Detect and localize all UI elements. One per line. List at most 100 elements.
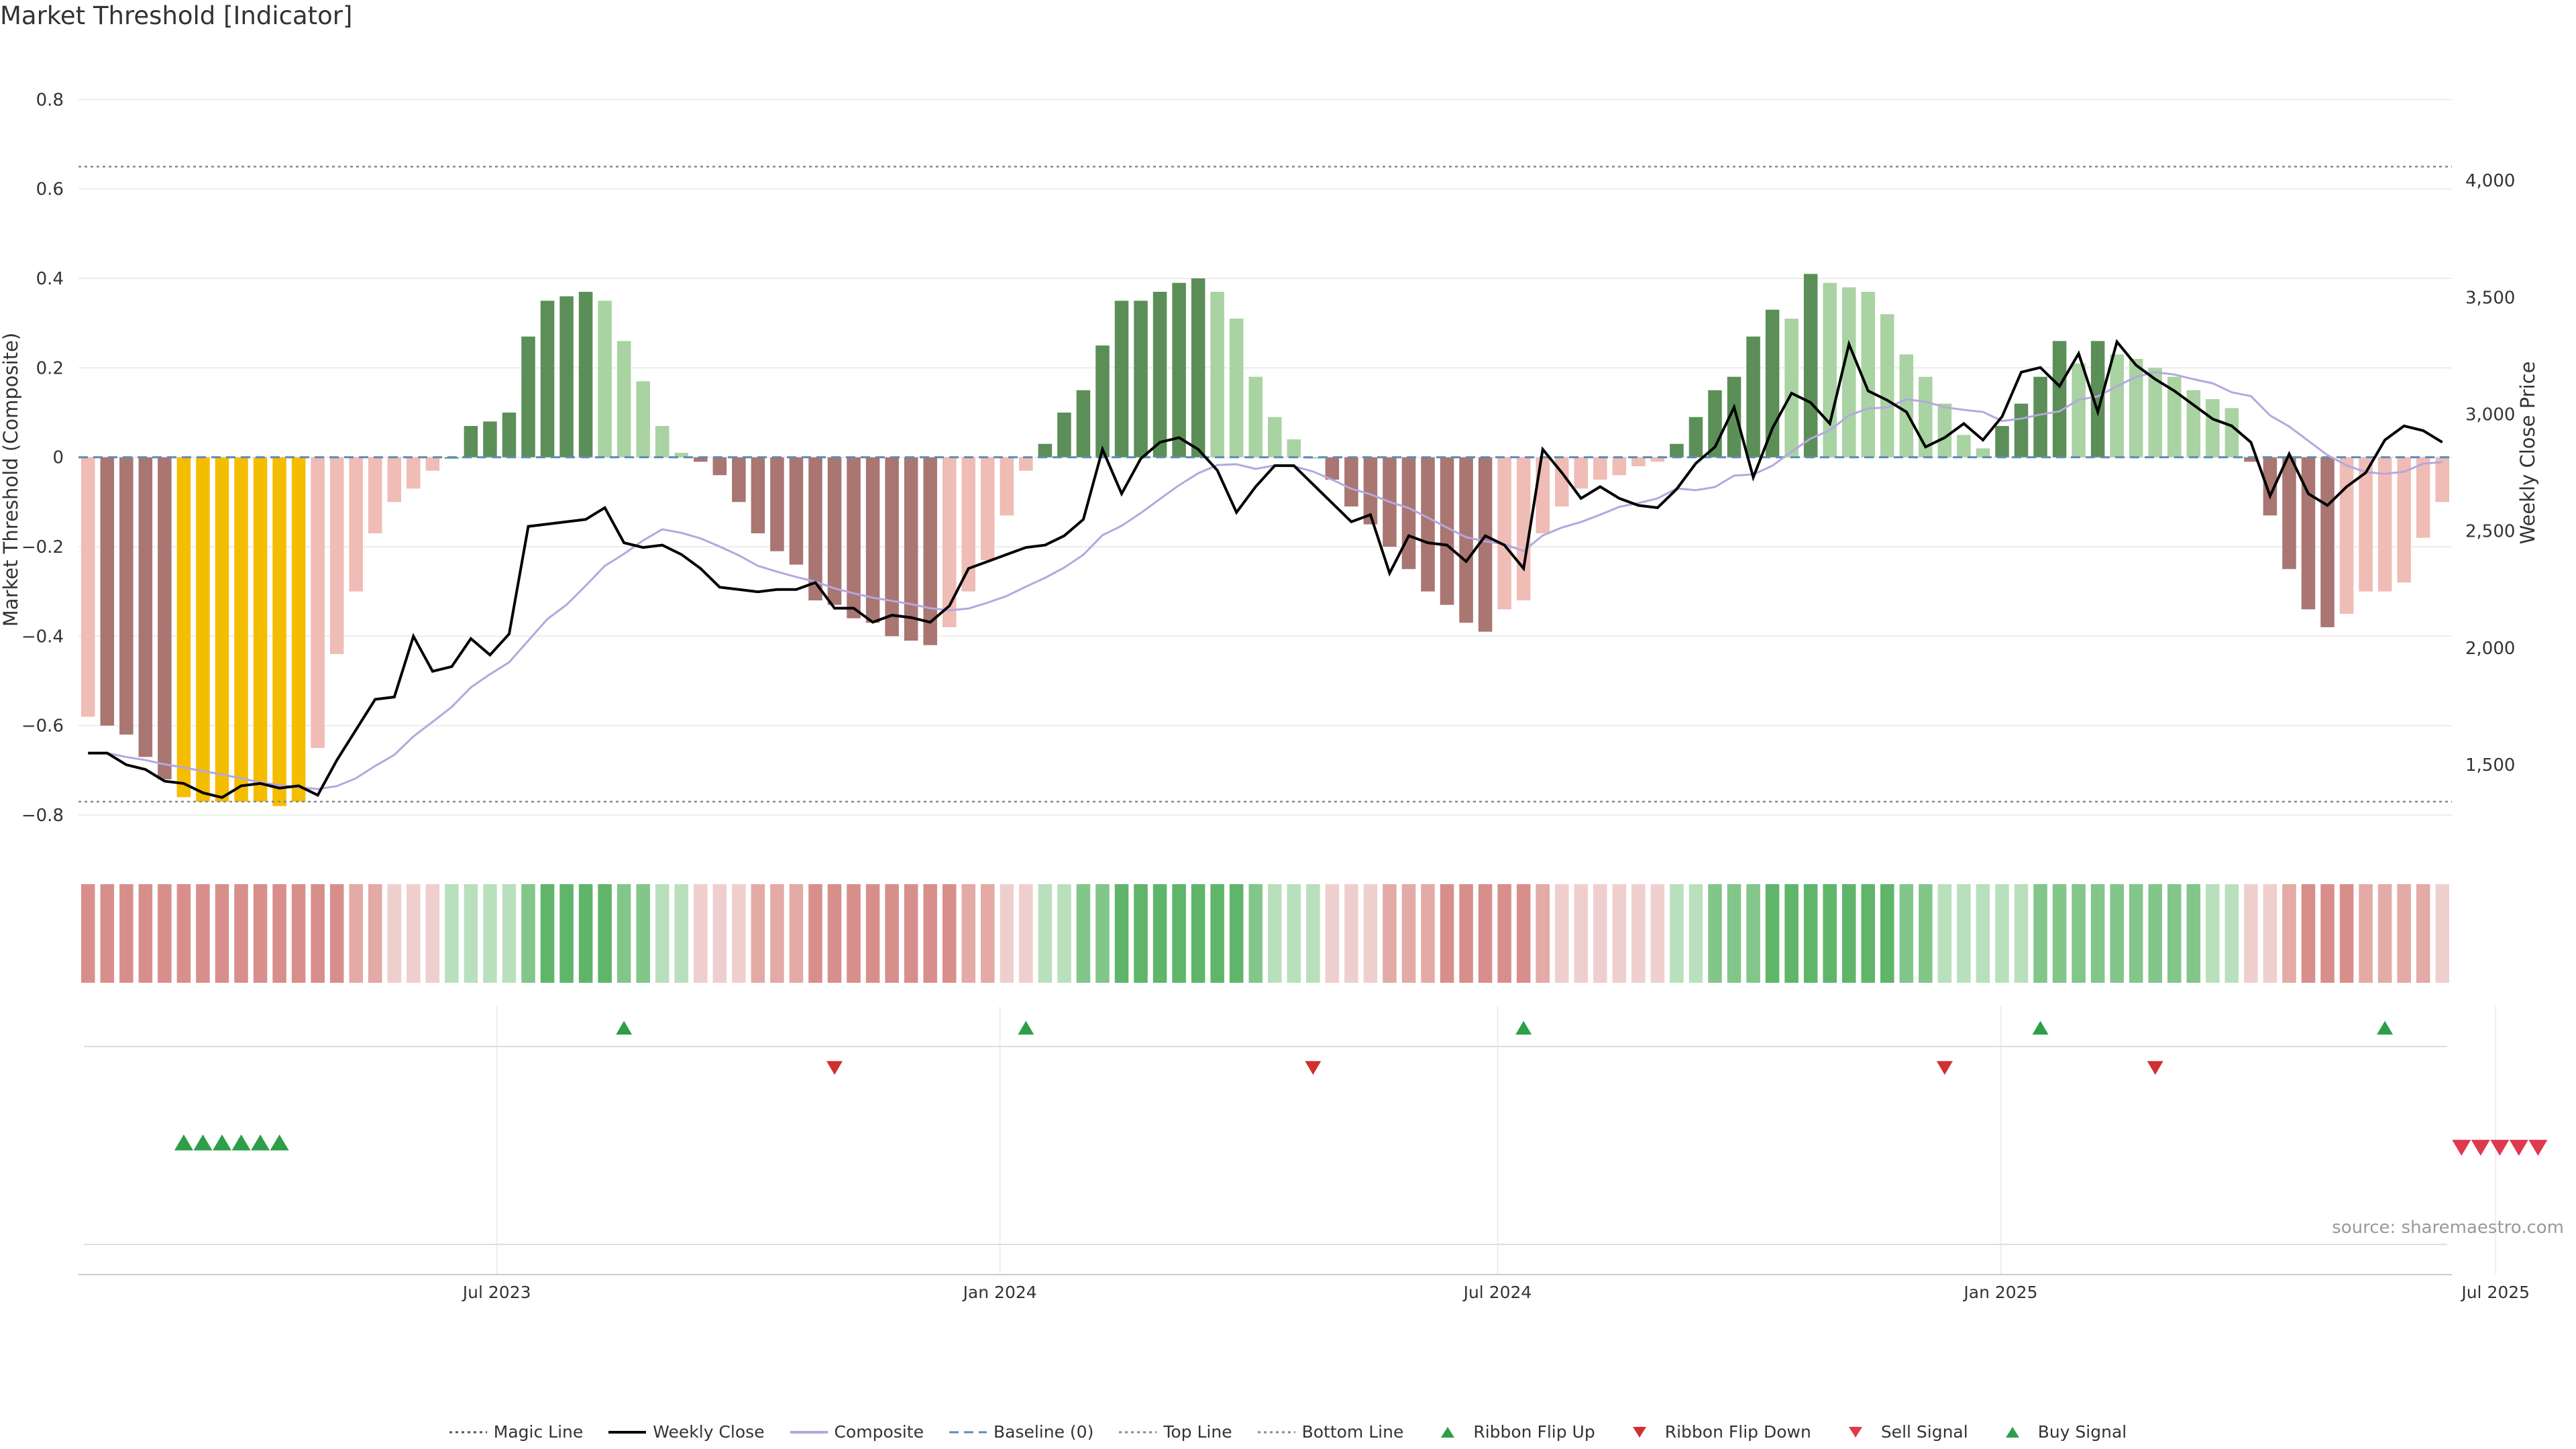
composite-bar bbox=[2301, 457, 2316, 610]
ribbon-cell bbox=[1708, 884, 1722, 983]
composite-bar bbox=[2072, 363, 2086, 458]
ribbon-flip-down-marker bbox=[1305, 1061, 1322, 1075]
composite-bar bbox=[789, 457, 804, 565]
chart-title: Market Threshold [Indicator] bbox=[0, 1, 353, 30]
ribbon-cell bbox=[2224, 884, 2239, 983]
ribbon-cell bbox=[2206, 884, 2220, 983]
ribbon-cell bbox=[291, 884, 306, 983]
ribbon-cell bbox=[674, 884, 689, 983]
composite-bar bbox=[1497, 457, 1511, 610]
composite-bar bbox=[1593, 457, 1607, 480]
ribbon-cell bbox=[1612, 884, 1627, 983]
composite-bar bbox=[1172, 282, 1186, 458]
composite-bar bbox=[138, 457, 153, 757]
sell-signal-marker bbox=[2471, 1140, 2490, 1156]
composite-bar bbox=[1134, 301, 1148, 458]
composite-bar bbox=[2339, 457, 2354, 614]
composite-bar bbox=[2167, 376, 2182, 458]
composite-bar bbox=[2244, 457, 2258, 462]
composite-bar bbox=[865, 457, 880, 623]
ribbon-cell bbox=[2397, 884, 2411, 983]
ribbon-cell bbox=[961, 884, 976, 983]
composite-bar bbox=[1076, 390, 1091, 458]
ribbon-cell bbox=[1841, 884, 1856, 983]
composite-bar bbox=[847, 457, 861, 619]
ribbon-cell bbox=[349, 884, 363, 983]
composite-bar bbox=[1612, 457, 1627, 476]
composite-bar bbox=[521, 336, 535, 458]
composite-bar bbox=[1803, 274, 1818, 458]
ribbon-cell bbox=[2320, 884, 2334, 983]
ribbon-cell bbox=[1631, 884, 1646, 983]
legend: Magic Line Weekly Close Composite Baseline … bbox=[0, 1422, 2576, 1442]
legend-label: Buy Signal bbox=[2037, 1422, 2127, 1442]
composite-bar bbox=[885, 457, 899, 637]
sell-signal-marker bbox=[2490, 1140, 2510, 1156]
ribbon-cell bbox=[483, 884, 497, 983]
ribbon-cell bbox=[923, 884, 937, 983]
composite-bar bbox=[1670, 443, 1684, 458]
composite-bar bbox=[196, 457, 210, 802]
ribbon-cell bbox=[1516, 884, 1531, 983]
composite-bar bbox=[2110, 354, 2124, 458]
composite-bar bbox=[1554, 457, 1569, 506]
ribbon-cell bbox=[598, 884, 612, 983]
composite-bar bbox=[1248, 376, 1263, 458]
composite-bar bbox=[1152, 292, 1167, 458]
legend-label: Ribbon Flip Up bbox=[1473, 1422, 1595, 1442]
composite-bar bbox=[1841, 287, 1856, 458]
ribbon-cell bbox=[1210, 884, 1224, 983]
left-tick-label: −0.4 bbox=[21, 627, 64, 647]
ribbon-cell bbox=[387, 884, 402, 983]
composite-bar bbox=[1919, 376, 1933, 458]
composite-bar bbox=[1650, 457, 1665, 462]
ribbon-cell bbox=[1919, 884, 1933, 983]
right-tick-label: 3,500 bbox=[2465, 288, 2515, 308]
ribbon-cell bbox=[1459, 884, 1473, 983]
ribbon-cell bbox=[1861, 884, 1876, 983]
left-tick-label: 0.6 bbox=[36, 180, 64, 200]
composite-bar bbox=[1019, 457, 1033, 471]
composite-bar bbox=[636, 381, 650, 458]
ribbon-cell bbox=[234, 884, 248, 983]
legend-label: Bottom Line bbox=[1301, 1422, 1404, 1442]
ribbon-cell bbox=[1019, 884, 1033, 983]
composite-bar bbox=[616, 341, 631, 458]
composite-bar bbox=[407, 457, 421, 489]
composite-bar bbox=[1688, 417, 1703, 458]
ribbon-cell bbox=[1267, 884, 1282, 983]
left-tick-label: 0.8 bbox=[36, 90, 64, 110]
ribbon-cell bbox=[540, 884, 555, 983]
legend-item: Top Line bbox=[1119, 1422, 1232, 1442]
composite-bar bbox=[464, 426, 478, 458]
ribbon-cell bbox=[732, 884, 746, 983]
ribbon-cell bbox=[847, 884, 861, 983]
x-tick-label: Jan 2024 bbox=[962, 1283, 1037, 1302]
legend-swatch bbox=[790, 1430, 828, 1434]
composite-bar bbox=[502, 413, 517, 458]
composite-bar bbox=[291, 457, 306, 802]
ribbon-cell bbox=[2052, 884, 2067, 983]
composite-bar bbox=[1210, 292, 1224, 458]
ribbon-cell bbox=[2186, 884, 2201, 983]
composite-bar bbox=[1344, 457, 1358, 506]
ribbon-cell bbox=[80, 884, 95, 983]
composite-bar bbox=[559, 296, 574, 458]
composite-bar bbox=[1880, 314, 1894, 458]
ribbon-cell bbox=[712, 884, 727, 983]
ribbon-cell bbox=[1688, 884, 1703, 983]
legend-item: Weekly Close bbox=[608, 1422, 765, 1442]
legend-swatch bbox=[1632, 1426, 1646, 1438]
ribbon-cell bbox=[158, 884, 172, 983]
ribbon-cell bbox=[1995, 884, 2009, 983]
composite-line bbox=[88, 371, 2443, 790]
composite-bar bbox=[827, 457, 842, 605]
composite-bar bbox=[2397, 457, 2411, 583]
ribbon-cell bbox=[2014, 884, 2029, 983]
ribbon-flip-down-marker bbox=[826, 1061, 843, 1075]
buy-signal-marker bbox=[193, 1134, 213, 1150]
legend-item: Composite bbox=[790, 1422, 924, 1442]
composite-bar bbox=[1861, 292, 1876, 458]
legend-item: Ribbon Flip Up bbox=[1429, 1422, 1595, 1442]
composite-bar bbox=[1191, 278, 1205, 458]
